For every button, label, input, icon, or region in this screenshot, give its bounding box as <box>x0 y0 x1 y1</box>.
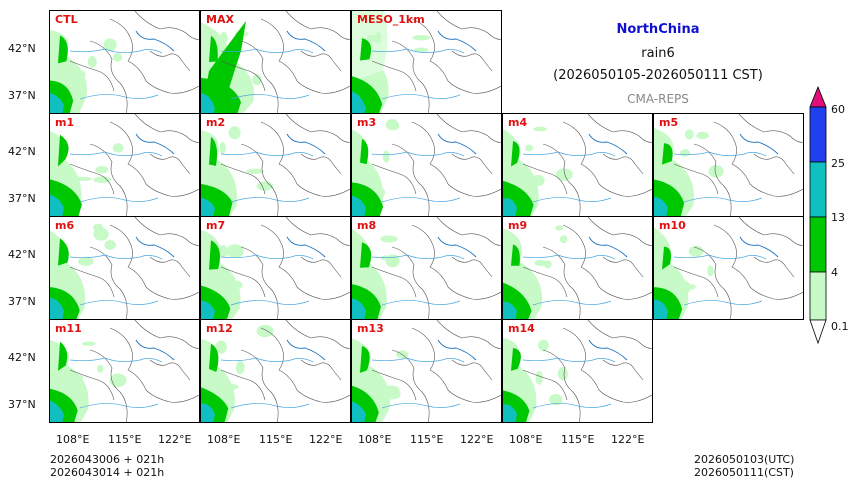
map-panel-m14: m14 <box>502 319 653 423</box>
colorbar-label-60: 60 <box>831 103 845 116</box>
map-panel-m13: m13 <box>351 319 502 423</box>
map-panel-m10: m10 <box>653 216 804 320</box>
map-panel-m9: m9 <box>502 216 653 320</box>
map-panel-m7: m7 <box>200 216 351 320</box>
lon-tick-label: 122°E <box>309 433 343 446</box>
lon-tick-label: 108°E <box>358 433 392 446</box>
lat-tick-label: 42°N <box>8 248 36 261</box>
map-panel-m8: m8 <box>351 216 502 320</box>
panel-label: m12 <box>206 322 233 335</box>
map-panel-m12: m12 <box>200 319 351 423</box>
panel-label: CTL <box>55 13 78 26</box>
map-panel-meso-1km: MESO_1km <box>351 10 502 114</box>
valid-time-cst: 2026050111(CST) <box>694 466 794 479</box>
map-panel-m4: m4 <box>502 113 653 217</box>
colorbar-label-25: 25 <box>831 157 845 170</box>
lon-tick-label: 122°E <box>158 433 192 446</box>
panel-label: m2 <box>206 116 226 129</box>
map-panel-m2: m2 <box>200 113 351 217</box>
panel-label: m13 <box>357 322 384 335</box>
map-panel-m5: m5 <box>653 113 804 217</box>
init-time-1: 2026043006 + 021h <box>50 453 165 466</box>
colorbar <box>809 85 827 345</box>
lat-tick-label: 37°N <box>8 295 36 308</box>
lon-tick-label: 108°E <box>509 433 543 446</box>
lon-tick-label: 115°E <box>259 433 293 446</box>
colorbar-extend-bottom <box>809 319 827 345</box>
panel-label: m9 <box>508 219 528 232</box>
lon-tick-label: 115°E <box>561 433 595 446</box>
lat-tick-label: 42°N <box>8 42 36 55</box>
panel-label: m5 <box>659 116 679 129</box>
lon-tick-label: 115°E <box>410 433 444 446</box>
panel-label: m4 <box>508 116 528 129</box>
colorbar-bin-25-60 <box>809 106 827 163</box>
colorbar-bin-4-13 <box>809 216 827 273</box>
map-panel-m3: m3 <box>351 113 502 217</box>
colorbar-label-13: 13 <box>831 211 845 224</box>
lon-tick-label: 122°E <box>611 433 645 446</box>
lat-tick-label: 42°N <box>8 145 36 158</box>
map-panel-m1: m1 <box>49 113 200 217</box>
panel-label: m7 <box>206 219 226 232</box>
map-panel-m11: m11 <box>49 319 200 423</box>
panel-label: MAX <box>206 13 234 26</box>
period-title: (2026050105-2026050111 CST) <box>553 68 763 83</box>
colorbar-extend-top <box>809 85 827 108</box>
panel-label: m10 <box>659 219 686 232</box>
variable-title: rain6 <box>641 46 675 61</box>
panel-label: m14 <box>508 322 535 335</box>
lon-tick-label: 108°E <box>207 433 241 446</box>
init-time-2: 2026043014 + 021h <box>50 466 165 479</box>
colorbar-label-4: 4 <box>831 266 838 279</box>
lat-tick-label: 37°N <box>8 89 36 102</box>
colorbar-bin-13-25 <box>809 161 827 218</box>
model-title: CMA-REPS <box>627 92 689 106</box>
lat-tick-label: 42°N <box>8 351 36 364</box>
valid-time-utc: 2026050103(UTC) <box>694 453 795 466</box>
map-panel-ctl: CTL <box>49 10 200 114</box>
lon-tick-label: 108°E <box>56 433 90 446</box>
lat-tick-label: 37°N <box>8 398 36 411</box>
panel-label: m1 <box>55 116 75 129</box>
lon-tick-label: 122°E <box>460 433 494 446</box>
panel-label: m3 <box>357 116 377 129</box>
panel-label: m8 <box>357 219 377 232</box>
map-panel-max: MAX <box>200 10 351 114</box>
panel-label: m11 <box>55 322 82 335</box>
lat-tick-label: 37°N <box>8 192 36 205</box>
panel-label: m6 <box>55 219 75 232</box>
colorbar-label-0.1: 0.1 <box>831 320 849 333</box>
panel-label: MESO_1km <box>357 13 425 26</box>
colorbar-bin-0.1-4 <box>809 271 827 321</box>
lon-tick-label: 115°E <box>108 433 142 446</box>
map-panel-m6: m6 <box>49 216 200 320</box>
region-title: NorthChina <box>616 22 700 37</box>
